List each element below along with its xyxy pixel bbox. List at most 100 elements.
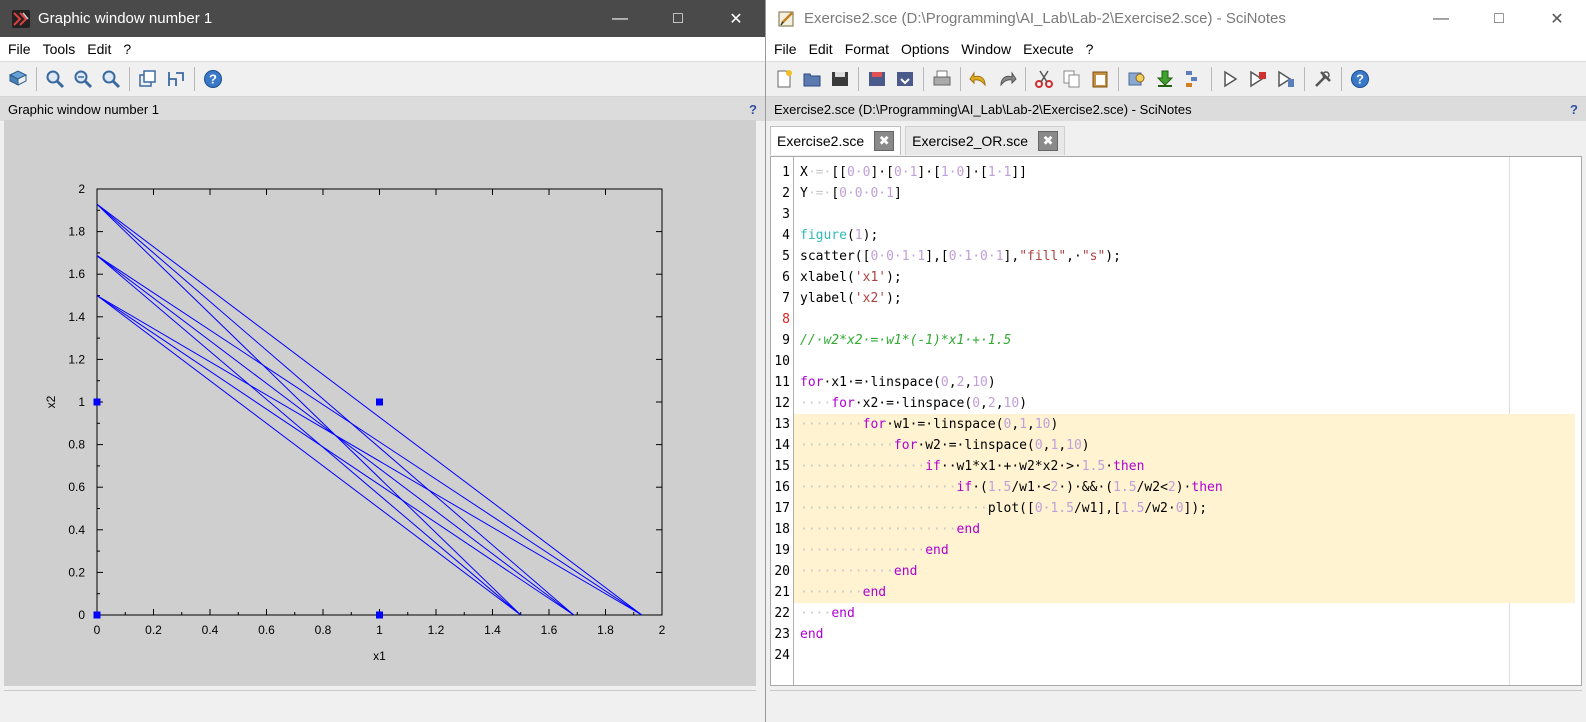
run-and-save-icon[interactable]: [1247, 68, 1269, 90]
plot-canvas[interactable]: 0 0.2 0.4 0.6 0.8 1 1.2 1.4 1.6 1.8 2 0 0.2 0.4 0.6 0.8…: [4, 120, 756, 686]
code-token: "fill": [1019, 249, 1067, 264]
code-token: 2: [1167, 480, 1176, 495]
toolbar-separator: [36, 67, 37, 91]
open-icon[interactable]: [801, 68, 823, 90]
code-area[interactable]: X·=·[[0·0]·[0·1]·[1·0]·[1·1]] Y·=·[0·0·0·…: [794, 157, 1581, 685]
code-token: 0·0·1·1: [870, 249, 926, 264]
code-editor[interactable]: 1 2 3 4 5 6 7 8 9 10 11 12 13 14 15 16 17 18 19 20 21 22 23 24 …: [770, 156, 1582, 686]
menu-edit[interactable]: Edit: [87, 41, 112, 57]
code-line[interactable]: scatter([0·0·1·1],[0·1·0·1],"fill",·"s")…: [800, 246, 1121, 267]
toolbar-separator: [858, 67, 859, 91]
help-icon[interactable]: ?: [1349, 68, 1371, 90]
close-button[interactable]: ✕: [729, 10, 743, 28]
menu-help[interactable]: ?: [123, 41, 132, 57]
scinotes-info-help[interactable]: ?: [1570, 101, 1578, 117]
toolbar-separator: [1341, 67, 1342, 91]
run-until-icon[interactable]: [1275, 68, 1297, 90]
close-button[interactable]: ✕: [1550, 10, 1564, 28]
menu-edit[interactable]: Edit: [808, 41, 833, 57]
axes-edit-icon[interactable]: [165, 68, 187, 90]
code-line[interactable]: ····end: [800, 603, 855, 624]
menu-execute[interactable]: Execute: [1023, 41, 1074, 57]
zoom-out-icon[interactable]: [100, 68, 122, 90]
code-line[interactable]: //·w2*x2·=·w1*(-1)*x1·+·1.5: [800, 330, 1011, 351]
menu-file[interactable]: File: [774, 41, 797, 57]
minimize-button[interactable]: —: [1433, 9, 1449, 27]
toolbar-separator: [1118, 67, 1119, 91]
maximize-button[interactable]: □: [1494, 9, 1504, 27]
new-file-icon[interactable]: [773, 68, 795, 90]
code-token: ([: [1019, 501, 1035, 516]
close-tab-icon[interactable]: ✖: [874, 131, 895, 151]
zoom-in-icon[interactable]: [72, 68, 94, 90]
save-as-icon[interactable]: [866, 68, 888, 90]
exec-icon[interactable]: [1182, 68, 1204, 90]
code-line[interactable]: ········for·w1·=·linspace(0,1,10): [800, 414, 1058, 435]
maximize-button[interactable]: □: [673, 9, 683, 27]
code-token: ,: [1042, 438, 1051, 453]
undo-icon[interactable]: [968, 68, 990, 90]
x-tick-label: 1.4: [484, 623, 501, 637]
code-token: ············: [800, 564, 894, 579]
code-token: );: [862, 228, 879, 243]
code-line[interactable]: figure(1);: [800, 225, 878, 246]
code-line[interactable]: Y·=·[0·0·0·1]: [800, 183, 902, 204]
code-token: ····: [800, 396, 832, 411]
paste-icon[interactable]: [1089, 68, 1111, 90]
print-icon[interactable]: [931, 68, 953, 90]
code-token: ·x1·=·: [823, 375, 871, 390]
graphic-info-help[interactable]: ?: [749, 101, 757, 117]
line-number: 12: [774, 396, 790, 411]
code-line[interactable]: ylabel('x2');: [800, 288, 902, 309]
redo-icon[interactable]: [996, 68, 1018, 90]
menu-format[interactable]: Format: [844, 41, 890, 57]
code-line[interactable]: ············end: [800, 561, 917, 582]
line-number: 21: [774, 585, 790, 600]
tab-exercise2[interactable]: Exercise2.sce ✖: [770, 126, 902, 155]
copy-icon[interactable]: [1061, 68, 1083, 90]
menu-help[interactable]: ?: [1085, 41, 1094, 57]
code-line[interactable]: xlabel('x1');: [800, 267, 902, 288]
help-icon[interactable]: ?: [202, 68, 224, 90]
code-line[interactable]: ····for·x2·=·linspace(0,2,10): [800, 393, 1027, 414]
code-line[interactable]: X·=·[[0·0]·[0·1]·[1·0]·[1·1]]: [800, 162, 1027, 183]
menu-tools[interactable]: Tools: [42, 41, 76, 57]
menu-file[interactable]: File: [8, 41, 31, 57]
code-line[interactable]: ········end: [800, 582, 886, 603]
code-token: ·)·&&·(: [1058, 480, 1114, 495]
code-line[interactable]: for·x1·=·linspace(0,2,10): [800, 372, 996, 393]
close-tab-icon[interactable]: ✖: [1038, 131, 1059, 151]
decision-line: [96, 295, 643, 616]
code-line[interactable]: ················if··w1*x1·+·w2*x2·>·1.5·…: [800, 456, 1144, 477]
cut-icon[interactable]: [1033, 68, 1055, 90]
code-token: 0·1·0·1: [948, 249, 1004, 264]
code-token: 2: [956, 375, 965, 390]
code-line[interactable]: ····················end: [800, 519, 980, 540]
toolbar-separator: [1025, 67, 1026, 91]
code-line[interactable]: ····················if·(1.5/w1·<2·)·&&·(…: [800, 477, 1223, 498]
scinotes-titlebar[interactable]: Exercise2.sce (D:\Programming\AI_Lab\Lab…: [766, 0, 1586, 37]
graphic-info-label: Graphic window number 1: [8, 101, 160, 117]
menu-window[interactable]: Window: [961, 41, 1012, 57]
code-token: end: [831, 606, 855, 621]
datatip-icon[interactable]: [7, 68, 29, 90]
y-tick-label: 0.8: [68, 438, 85, 452]
minimize-button[interactable]: —: [612, 9, 628, 27]
tools-icon[interactable]: [1312, 68, 1334, 90]
menu-options[interactable]: Options: [901, 41, 950, 57]
graphic-window-titlebar[interactable]: Graphic window number 1 — □ ✕: [0, 0, 765, 37]
code-line[interactable]: end: [800, 624, 823, 645]
tab-exercise2-or[interactable]: Exercise2_OR.sce ✖: [905, 126, 1066, 155]
load-into-scilab-icon[interactable]: [1154, 68, 1176, 90]
code-token: ,: [964, 375, 973, 390]
code-line[interactable]: ············for·w2·=·linspace(0,1,10): [800, 435, 1090, 456]
rotate-icon[interactable]: [137, 68, 159, 90]
zoom-icon[interactable]: [44, 68, 66, 90]
run-icon[interactable]: [1219, 68, 1241, 90]
code-line[interactable]: ························plot([0·1.5/w1],…: [800, 498, 1207, 519]
code-token: ]]: [1011, 165, 1028, 180]
save-all-icon[interactable]: [894, 68, 916, 90]
code-line[interactable]: ················end: [800, 540, 949, 561]
find-icon[interactable]: [1126, 68, 1148, 90]
save-icon[interactable]: [829, 68, 851, 90]
